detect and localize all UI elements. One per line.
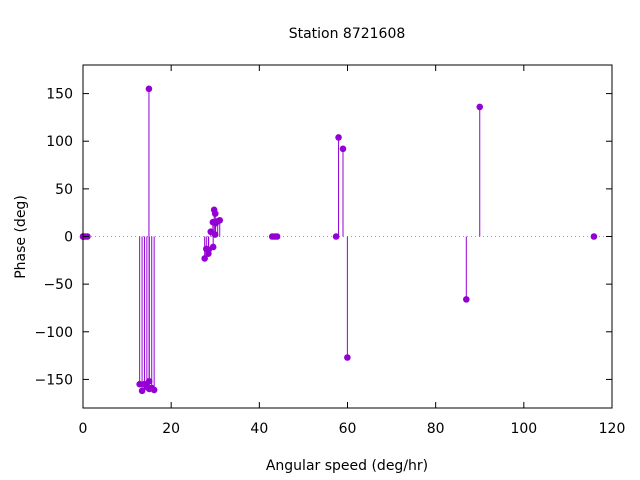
x-axis-label: Angular speed (deg/hr): [266, 458, 428, 474]
data-point: [211, 210, 219, 217]
x-tick-label: 80: [427, 421, 445, 437]
data-points: [79, 85, 598, 395]
data-point: [211, 231, 219, 238]
data-point: [463, 296, 470, 303]
data-point: [339, 145, 347, 153]
x-tick-label: 0: [79, 421, 88, 437]
data-point: [201, 255, 208, 262]
y-axis-ticks: −150 −100 −50 0 50 100 150: [35, 87, 612, 388]
data-point: [145, 378, 153, 385]
data-point: [136, 380, 143, 388]
data-point: [476, 103, 484, 111]
y-tick-label: −50: [43, 277, 73, 293]
data-point: [335, 134, 342, 141]
data-point: [590, 233, 598, 240]
data-point: [145, 85, 153, 93]
chart-title: Station 8721608: [289, 26, 406, 42]
data-point: [273, 233, 281, 240]
data-point: [216, 217, 224, 224]
x-tick-label: 20: [162, 421, 180, 437]
x-tick-label: 120: [599, 421, 626, 437]
y-tick-label: 0: [64, 230, 73, 246]
data-point: [138, 387, 146, 395]
impulse-lines: [139, 88, 481, 391]
y-tick-label: 100: [46, 134, 73, 150]
y-tick-label: −150: [35, 372, 73, 388]
x-axis-ticks: 0 20 40 60 80 100 120: [79, 65, 626, 437]
x-tick-label: 100: [510, 421, 537, 437]
x-tick-label: 40: [250, 421, 268, 437]
y-tick-label: 50: [55, 182, 73, 198]
y-axis-label: Phase (deg): [13, 195, 29, 279]
data-point: [209, 243, 217, 251]
y-tick-label: 150: [46, 87, 73, 103]
data-point: [332, 233, 340, 240]
x-tick-label: 60: [339, 421, 357, 437]
data-point: [344, 354, 351, 361]
data-point: [150, 386, 158, 394]
y-tick-label: −100: [35, 325, 73, 341]
